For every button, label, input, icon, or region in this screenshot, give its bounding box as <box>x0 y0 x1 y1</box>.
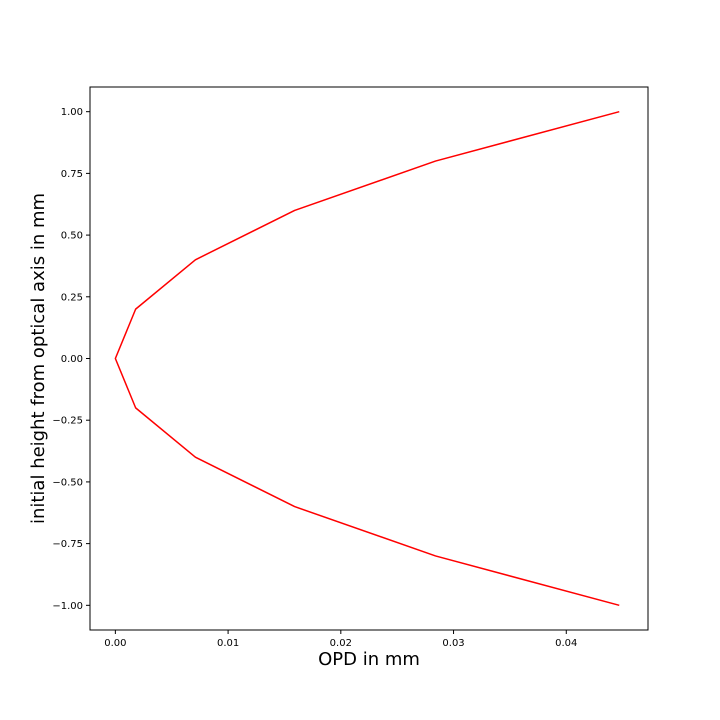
series-line <box>114 110 620 607</box>
y-axis-ticks: −1.00 −0.75 −0.50 −0.25 0.00 0.25 0.50 0.75 1.00 <box>52 107 90 612</box>
series-layer <box>114 110 620 607</box>
y-tick-label: 0.25 <box>61 292 83 303</box>
x-tick-label: 0.04 <box>555 638 577 649</box>
y-tick-label: −0.50 <box>52 477 83 488</box>
y-tick-label: −0.25 <box>52 416 83 427</box>
y-tick-label: −0.75 <box>52 539 83 550</box>
y-axis-label: initial height from optical axis in mm <box>28 193 49 524</box>
x-tick-label: 0.01 <box>217 638 239 649</box>
plot-area <box>89 86 649 631</box>
y-tick-label: −1.00 <box>52 601 83 612</box>
y-tick-label: 0.00 <box>61 354 83 365</box>
y-tick-label: 1.00 <box>61 107 83 118</box>
y-tick-label: 0.75 <box>61 169 83 180</box>
x-tick-label: 0.00 <box>104 638 126 649</box>
x-tick-label: 0.02 <box>330 638 352 649</box>
y-tick-label: 0.50 <box>61 231 83 242</box>
x-axis-ticks: 0.00 0.01 0.02 0.03 0.04 <box>104 630 577 649</box>
x-tick-label: 0.03 <box>442 638 464 649</box>
x-axis-label: OPD in mm <box>318 649 420 670</box>
